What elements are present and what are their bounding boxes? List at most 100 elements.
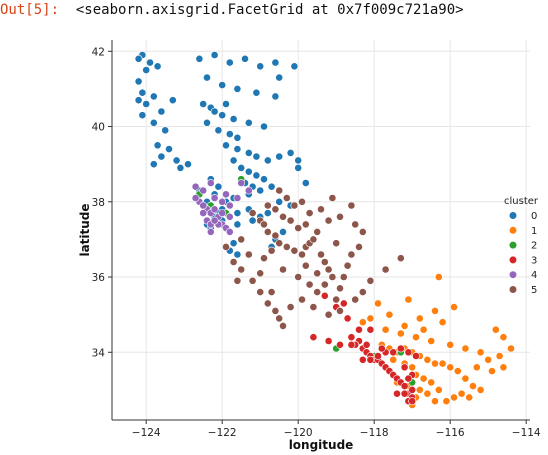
data-point-cluster-0: [237, 163, 246, 172]
data-point-cluster-3: [400, 382, 409, 390]
data-point-cluster-5: [286, 216, 295, 225]
data-point-cluster-5: [339, 273, 348, 281]
data-point-cluster-0: [157, 152, 166, 161]
data-point-cluster-1: [431, 397, 439, 406]
data-point-cluster-0: [157, 107, 166, 116]
data-point-cluster-4: [225, 212, 234, 221]
data-point-cluster-5: [324, 265, 333, 274]
data-point-cluster-5: [347, 250, 356, 259]
data-point-cluster-0: [222, 100, 230, 108]
data-point-cluster-0: [161, 126, 170, 135]
data-point-cluster-0: [184, 160, 192, 169]
data-point-cluster-0: [210, 51, 219, 59]
data-point-cluster-4: [218, 209, 227, 217]
data-point-cluster-0: [153, 62, 162, 71]
data-point-cluster-5: [248, 276, 257, 285]
x-tick-label: −124: [132, 427, 161, 439]
data-point-cluster-1: [450, 303, 458, 311]
data-point-cluster-0: [263, 209, 272, 217]
data-point-cluster-0: [263, 156, 272, 165]
data-point-cluster-0: [222, 141, 230, 150]
legend-marker-1: [508, 226, 518, 235]
data-point-cluster-3: [396, 344, 405, 353]
data-point-cluster-0: [210, 107, 219, 116]
data-point-cluster-4: [210, 216, 219, 225]
y-axis-label: latitude: [78, 203, 92, 256]
data-point-cluster-5: [237, 265, 246, 274]
data-point-cluster-3: [347, 333, 356, 342]
data-point-cluster-0: [142, 100, 151, 108]
axes: −124 −122 −120 −118 −116 −1143436384042longit…: [78, 40, 541, 452]
data-point-cluster-5: [336, 284, 344, 293]
data-point-cluster-1: [499, 333, 508, 342]
data-point-cluster-0: [172, 156, 181, 165]
data-point-cluster-5: [309, 303, 318, 311]
data-point-cluster-3: [400, 389, 409, 398]
data-point-cluster-5: [260, 254, 268, 263]
data-point-cluster-5: [347, 201, 356, 210]
data-point-cluster-5: [324, 216, 333, 225]
data-point-cluster-5: [305, 209, 314, 217]
data-point-cluster-5: [358, 227, 367, 236]
data-point-cluster-0: [294, 163, 303, 172]
data-point-cluster-3: [309, 333, 318, 342]
data-point-cluster-5: [320, 258, 329, 266]
data-point-cluster-4: [199, 209, 208, 217]
legend-marker-5: [508, 285, 518, 294]
data-point-cluster-0: [256, 62, 265, 71]
data-point-cluster-0: [252, 152, 261, 161]
data-point-cluster-1: [495, 352, 504, 360]
data-point-cluster-5: [263, 201, 272, 210]
x-tick-label: −114: [512, 427, 541, 439]
data-point-cluster-5: [279, 265, 287, 274]
data-point-cluster-1: [453, 367, 462, 375]
data-point-cluster-5: [332, 239, 341, 248]
data-point-cluster-0: [275, 152, 284, 161]
output-text: <seaborn.axisgrid.FacetGrid at 0x7f009c7…: [75, 2, 464, 18]
x-axis-label: longitude: [289, 438, 354, 452]
data-point-cluster-0: [252, 88, 261, 97]
data-point-cluster-5: [355, 242, 363, 251]
data-point-cluster-1: [431, 306, 439, 315]
data-point-cluster-0: [244, 148, 253, 157]
data-point-cluster-5: [343, 261, 352, 270]
data-point-cluster-5: [313, 227, 322, 236]
data-point-cluster-3: [320, 291, 329, 300]
data-point-cluster-0: [225, 58, 234, 67]
data-point-cluster-3: [362, 340, 371, 349]
data-point-cluster-1: [472, 363, 481, 372]
data-point-cluster-1: [465, 393, 474, 402]
data-point-cluster-1: [427, 378, 436, 387]
data-point-cluster-1: [381, 325, 390, 334]
legend-marker-0: [508, 211, 518, 220]
data-point-cluster-5: [248, 209, 257, 217]
data-point-cluster-5: [282, 242, 291, 251]
data-point-cluster-5: [290, 201, 299, 210]
data-point-cluster-5: [271, 205, 280, 214]
data-point-cluster-3: [358, 355, 367, 364]
legend-marker-3: [508, 255, 518, 265]
data-point-cluster-0: [244, 167, 253, 176]
data-point-cluster-5: [282, 194, 291, 202]
data-point-cluster-1: [415, 385, 424, 394]
data-point-cluster-5: [336, 306, 344, 315]
data-point-cluster-5: [271, 306, 280, 315]
data-point-cluster-0: [134, 54, 143, 63]
data-point-cluster-3: [336, 340, 344, 349]
data-point-cluster-1: [374, 299, 382, 308]
data-point-cluster-3: [366, 325, 375, 334]
data-point-cluster-0: [233, 250, 242, 259]
data-point-cluster-0: [165, 145, 173, 153]
data-point-cluster-0: [294, 156, 303, 165]
data-point-cluster-5: [332, 295, 341, 304]
data-point-cluster-0: [252, 171, 261, 180]
legend-label-3: 3: [531, 255, 537, 266]
data-point-cluster-4: [225, 227, 234, 236]
data-point-cluster-0: [271, 58, 280, 67]
data-point-cluster-1: [442, 397, 451, 406]
data-point-cluster-0: [149, 118, 158, 127]
data-point-cluster-3: [324, 337, 333, 345]
data-point-cluster-0: [146, 58, 154, 67]
data-point-cluster-5: [294, 224, 303, 232]
data-point-cluster-5: [351, 295, 360, 304]
